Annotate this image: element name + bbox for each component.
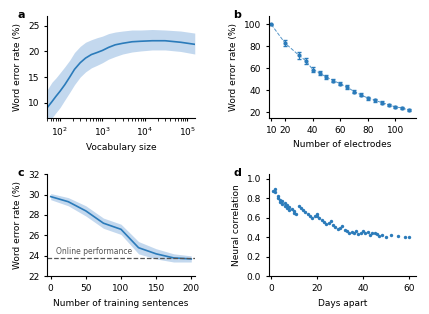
Point — [332, 224, 339, 229]
Point — [341, 227, 348, 232]
Point — [401, 235, 408, 240]
Point — [279, 202, 286, 207]
Y-axis label: Word error rate (%): Word error rate (%) — [13, 23, 22, 111]
Point — [406, 235, 413, 240]
Point — [293, 212, 299, 217]
Point — [320, 219, 327, 224]
Point — [348, 229, 355, 234]
Point — [344, 228, 350, 233]
Y-axis label: Word error rate (%): Word error rate (%) — [229, 23, 238, 111]
Point — [277, 198, 284, 203]
X-axis label: Number of electrodes: Number of electrodes — [293, 140, 392, 149]
Point — [346, 230, 353, 235]
Point — [329, 222, 336, 227]
Point — [364, 229, 371, 234]
Point — [376, 234, 383, 239]
Point — [323, 221, 329, 226]
Text: b: b — [233, 9, 241, 19]
Point — [288, 207, 295, 212]
Text: Online performance: Online performance — [56, 247, 133, 257]
Point — [371, 230, 378, 235]
Point — [286, 205, 293, 210]
Point — [307, 214, 314, 219]
Point — [369, 231, 376, 236]
Point — [360, 228, 366, 233]
Point — [272, 189, 279, 194]
Text: c: c — [18, 168, 24, 178]
Point — [286, 208, 293, 213]
Point — [334, 226, 341, 231]
Point — [374, 232, 381, 237]
Point — [325, 220, 332, 225]
Point — [357, 230, 364, 235]
Point — [297, 206, 304, 211]
Point — [394, 234, 401, 239]
Point — [350, 231, 357, 236]
Point — [339, 223, 346, 228]
Point — [284, 203, 290, 208]
Y-axis label: Word error rate (%): Word error rate (%) — [13, 181, 22, 269]
Point — [337, 225, 344, 230]
Point — [316, 215, 323, 220]
Point — [290, 208, 297, 214]
Point — [318, 217, 325, 222]
Point — [327, 218, 334, 223]
Point — [387, 233, 394, 238]
Point — [270, 188, 277, 193]
Text: a: a — [18, 9, 25, 19]
Point — [311, 214, 318, 219]
Point — [281, 204, 288, 209]
Point — [314, 212, 320, 217]
Point — [272, 186, 279, 191]
Point — [304, 212, 311, 217]
Point — [279, 199, 286, 204]
X-axis label: Days apart: Days apart — [317, 299, 367, 307]
Point — [378, 233, 385, 238]
Point — [366, 233, 373, 238]
Point — [275, 196, 281, 201]
Point — [277, 200, 284, 205]
Text: d: d — [233, 168, 241, 178]
Point — [362, 231, 369, 236]
Point — [275, 193, 281, 198]
Point — [383, 235, 390, 240]
Point — [281, 201, 288, 206]
Point — [353, 228, 360, 233]
Point — [302, 209, 309, 214]
Point — [314, 214, 320, 219]
Y-axis label: Neural correlation: Neural correlation — [232, 184, 241, 266]
X-axis label: Vocabulary size: Vocabulary size — [86, 143, 156, 153]
X-axis label: Number of training sentences: Number of training sentences — [53, 299, 189, 307]
Point — [309, 215, 316, 220]
Point — [284, 206, 290, 211]
Point — [290, 211, 297, 216]
Point — [295, 204, 302, 209]
Point — [355, 232, 362, 237]
Point — [300, 208, 307, 213]
